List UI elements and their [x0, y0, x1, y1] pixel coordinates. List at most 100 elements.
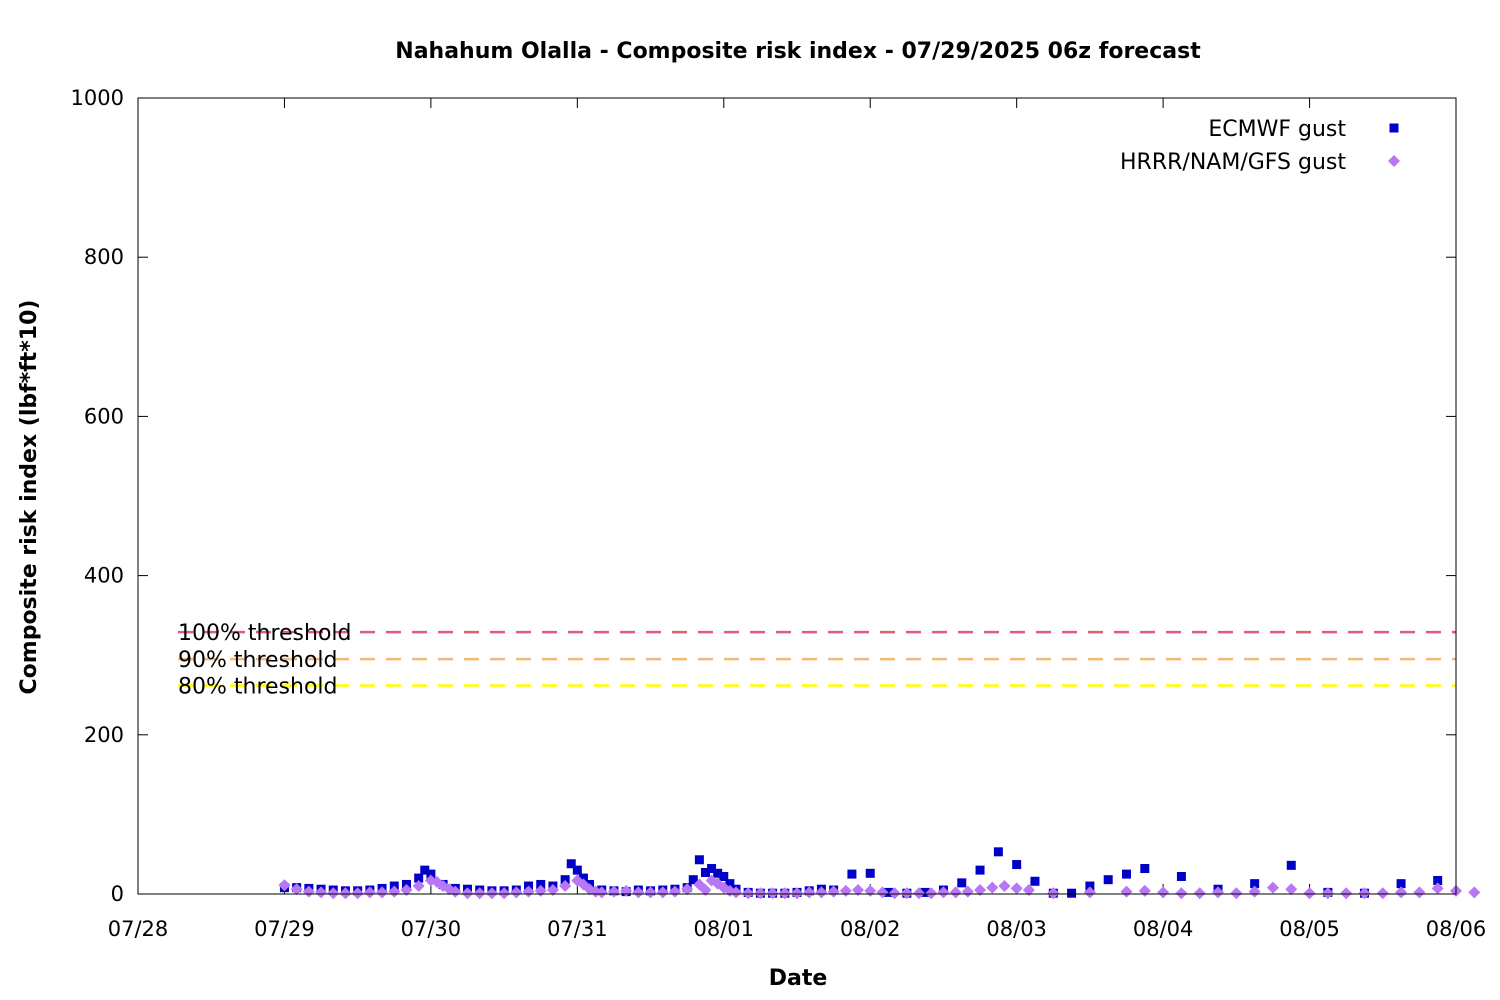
- series-diamond: [278, 874, 1481, 900]
- hrrr-point: [656, 886, 669, 899]
- hrrr-point: [327, 887, 340, 900]
- hrrr-point: [1303, 887, 1316, 900]
- hrrr-point: [1376, 887, 1389, 900]
- ecmwf-point: [1030, 876, 1040, 886]
- x-tick-label: 08/01: [694, 917, 755, 941]
- hrrr-point: [1468, 886, 1481, 899]
- hrrr-point: [925, 887, 938, 900]
- ecmwf-point: [1122, 869, 1131, 879]
- hrrr-point: [888, 887, 901, 900]
- hrrr-point: [339, 887, 352, 900]
- hrrr-point: [461, 887, 474, 900]
- hrrr-point: [412, 880, 425, 893]
- hrrr-point: [1230, 887, 1243, 900]
- hrrr-point: [766, 887, 779, 900]
- ecmwf-point: [420, 865, 430, 875]
- hrrr-point: [400, 884, 413, 897]
- hrrr-point: [1340, 887, 1353, 900]
- plot-frame: [137, 97, 1457, 895]
- hrrr-point: [937, 886, 950, 899]
- hrrr-point: [278, 879, 291, 892]
- hrrr-point: [852, 884, 865, 897]
- hrrr-point: [546, 884, 559, 897]
- ecmwf-point: [707, 864, 717, 874]
- ecmwf-point: [566, 859, 576, 869]
- hrrr-point: [742, 887, 755, 900]
- x-tick-label: 08/06: [1426, 917, 1487, 941]
- hrrr-point: [668, 885, 681, 898]
- y-tick-label: 400: [84, 564, 124, 588]
- ecmwf-point: [1250, 879, 1260, 889]
- axis-ticks: 07/28 07/29 07/30 07/31 08/01 08/02 08/03 08/04…: [71, 86, 1487, 941]
- hrrr-point: [986, 881, 999, 894]
- ecmwf-point: [957, 878, 967, 888]
- hrrr-point: [351, 887, 364, 900]
- ecmwf-point: [1286, 860, 1296, 870]
- hrrr-point: [1431, 882, 1444, 895]
- hrrr-point: [699, 884, 712, 897]
- hrrr-point: [607, 885, 620, 898]
- hrrr-point: [974, 884, 987, 897]
- ecmwf-point: [700, 868, 710, 878]
- hrrr-point: [522, 885, 535, 898]
- hrrr-point: [302, 885, 315, 898]
- hrrr-point: [485, 887, 498, 900]
- hrrr-point: [1010, 882, 1023, 895]
- hrrr-point: [1047, 887, 1060, 900]
- hrrr-point: [827, 885, 840, 898]
- threshold-label: 100% threshold: [178, 621, 352, 646]
- hrrr-point: [1120, 885, 1133, 898]
- hrrr-point: [559, 880, 572, 893]
- x-tick-label: 07/29: [254, 917, 315, 941]
- y-tick-label: 0: [111, 882, 124, 906]
- ecmwf-point: [920, 887, 930, 897]
- hrrr-point: [1212, 886, 1225, 899]
- hrrr-point: [315, 886, 328, 899]
- hrrr-point: [1193, 887, 1206, 900]
- data-points: [278, 847, 1481, 900]
- hrrr-point: [388, 885, 401, 898]
- ecmwf-point: [713, 868, 723, 878]
- hrrr-point: [632, 886, 645, 899]
- hrrr-point: [900, 887, 913, 900]
- x-tick-label: 08/03: [986, 917, 1047, 941]
- ecmwf-point: [865, 868, 875, 878]
- hrrr-point: [803, 886, 816, 899]
- hrrr-point: [595, 886, 608, 899]
- hrrr-point: [644, 886, 657, 899]
- ecmwf-point: [426, 869, 436, 879]
- hrrr-point: [1358, 887, 1371, 900]
- hrrr-point: [961, 885, 974, 898]
- hrrr-point: [791, 887, 803, 900]
- y-tick-label: 600: [84, 404, 124, 428]
- hrrr-point: [510, 886, 523, 899]
- hrrr-point: [1157, 886, 1170, 899]
- hrrr-point: [815, 886, 828, 899]
- threshold-label: 80% threshold: [178, 674, 338, 699]
- y-tick-label: 1000: [71, 86, 124, 110]
- ecmwf-point: [1140, 864, 1150, 874]
- x-tick-label: 07/30: [401, 917, 462, 941]
- hrrr-point: [1083, 886, 1096, 899]
- hrrr-point: [876, 886, 889, 899]
- hrrr-point: [913, 887, 926, 900]
- hrrr-point: [998, 880, 1011, 893]
- hrrr-point: [1413, 886, 1426, 899]
- y-tick-label: 800: [84, 245, 124, 269]
- y-tick-label: 200: [84, 723, 124, 747]
- ecmwf-point: [1433, 875, 1443, 885]
- ecmwf-point: [560, 875, 570, 885]
- ecmwf-point: [847, 869, 857, 879]
- ecmwf-point: [719, 871, 729, 881]
- x-tick-label: 07/31: [547, 917, 608, 941]
- hrrr-point: [1022, 884, 1035, 897]
- hrrr-point: [1248, 885, 1261, 898]
- x-tick-label: 07/28: [108, 917, 169, 941]
- ecmwf-point: [694, 855, 704, 865]
- hrrr-point: [498, 887, 511, 900]
- ecmwf-point: [688, 875, 698, 885]
- ecmwf-point: [1103, 875, 1113, 885]
- ecmwf-point: [725, 879, 735, 889]
